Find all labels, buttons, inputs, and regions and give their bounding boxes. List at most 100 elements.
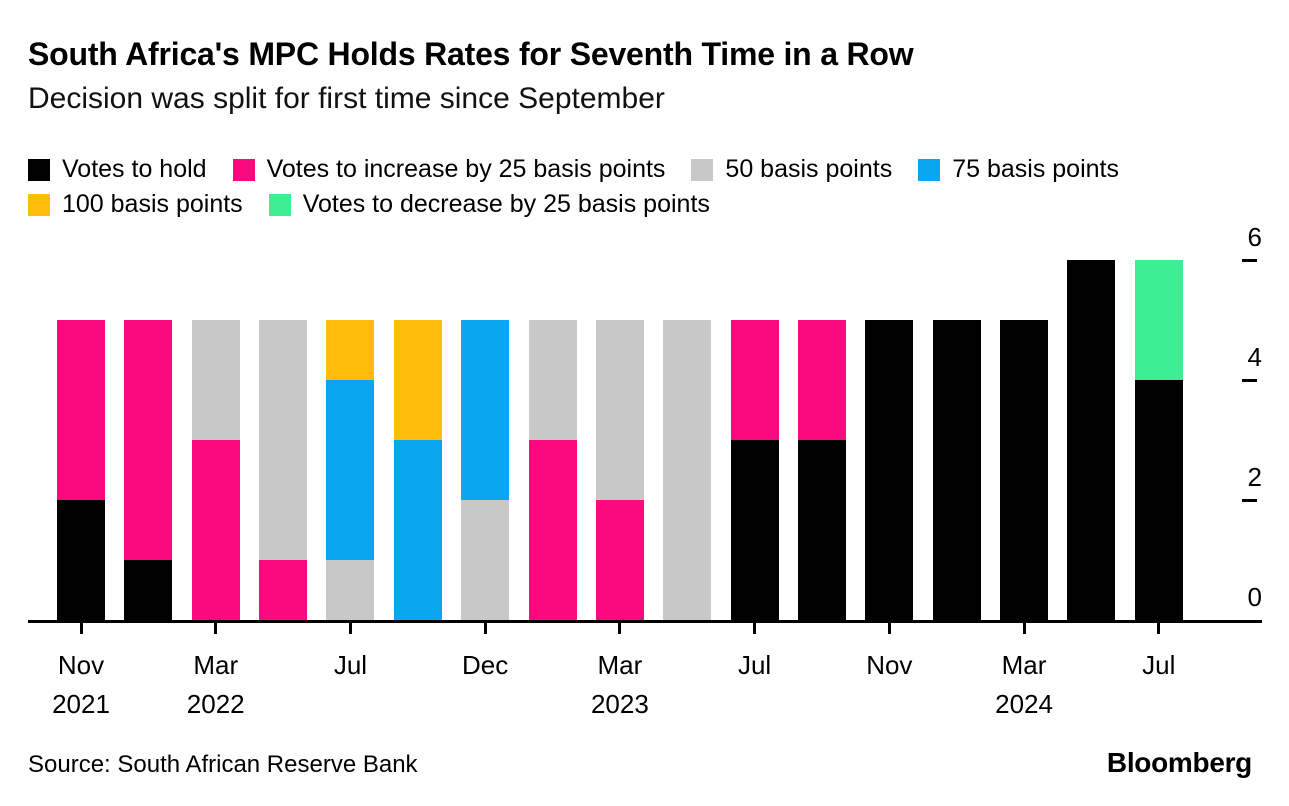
legend: Votes to hold Votes to increase by 25 bas…: [28, 155, 1268, 225]
y-axis-label: 0: [1247, 582, 1262, 612]
x-axis-label: 2022: [186, 689, 245, 719]
bar-12: [797, 320, 846, 620]
x-axis-label: Jul: [1142, 650, 1176, 680]
bar-segment-hold: [865, 320, 914, 620]
bar-segment-inc75: [393, 440, 442, 620]
bar-segment-hold: [1000, 320, 1049, 620]
x-axis-label: Mar: [597, 650, 643, 680]
bloomberg-logo: Bloomberg: [1106, 747, 1252, 778]
bar-segment-hold: [932, 320, 981, 620]
bar-segment-inc25: [124, 320, 173, 560]
bar-4: [259, 320, 308, 620]
bar-11: [730, 320, 779, 620]
legend-label: 75 basis points: [952, 155, 1119, 183]
x-axis-label: Jul: [737, 650, 772, 680]
bar-segment-inc25: [730, 320, 779, 440]
bar-15: [1000, 320, 1049, 620]
bar-16: [1067, 260, 1116, 620]
legend-item-inc50: 50 basis points: [691, 155, 892, 184]
legend-label: 100 basis points: [62, 190, 243, 218]
bar-segment-inc50: [461, 500, 510, 620]
source-note: Source: South African Reserve Bank: [28, 751, 418, 778]
chart-subtitle: Decision was split for first time since …: [28, 82, 665, 115]
bar-segment-inc50: [595, 320, 644, 500]
legend-item-dec25: Votes to decrease by 25 basis points: [268, 190, 710, 219]
bar-5: [326, 320, 375, 620]
legend-row: 100 basis points Votes to decrease by 25 …: [28, 190, 1268, 219]
bar-6: [393, 320, 442, 620]
legend-swatch-icon: [28, 193, 50, 216]
bar-8: [528, 320, 577, 620]
bar-segment-inc25: [191, 440, 240, 620]
x-axis-tick: [753, 621, 757, 634]
bar-segment-inc75: [461, 320, 510, 500]
legend-item-inc25: Votes to increase by 25 basis points: [232, 155, 665, 184]
bar-segment-dec25: [1134, 260, 1183, 380]
x-axis-label: Dec: [462, 650, 509, 680]
bar-segment-inc25: [797, 320, 846, 440]
bar-segment-inc75: [326, 380, 375, 560]
legend-swatch-icon: [268, 193, 291, 216]
legend-swatch-icon: [918, 158, 941, 181]
x-axis-label: Mar: [193, 650, 239, 680]
bar-segment-inc50: [326, 560, 375, 620]
y-axis-tick-dash: [1242, 499, 1257, 502]
bar-segment-inc100: [326, 320, 375, 380]
legend-item-inc75: 75 basis points: [918, 155, 1119, 184]
bar-10: [663, 320, 712, 620]
bar-segment-inc100: [393, 320, 442, 440]
bar-segment-hold: [124, 560, 173, 620]
legend-label: Votes to hold: [62, 155, 207, 183]
y-axis-tick-dash: [1242, 259, 1257, 262]
legend-swatch-icon: [28, 158, 50, 181]
y-axis-label: 6: [1247, 222, 1262, 252]
legend-row: Votes to hold Votes to increase by 25 bas…: [28, 155, 1268, 184]
bar-1: [57, 320, 105, 620]
legend-swatch-icon: [691, 158, 714, 181]
legend-label: 50 basis points: [725, 155, 893, 183]
bar-3: [191, 320, 240, 620]
bar-17: [1134, 260, 1183, 620]
bar-segment-hold: [1067, 260, 1116, 620]
bar-9: [595, 320, 644, 620]
x-axis-label: 2024: [995, 689, 1053, 719]
x-axis-tick: [79, 621, 83, 634]
x-axis-label: Nov: [866, 650, 913, 680]
bar-14: [932, 320, 981, 620]
bar-segment-hold: [1134, 380, 1183, 620]
x-axis-label: Jul: [333, 650, 368, 680]
bar-segment-inc50: [259, 320, 308, 560]
x-axis-line: [28, 620, 1262, 623]
bar-segment-hold: [730, 440, 779, 620]
x-axis-label: Nov: [57, 650, 105, 680]
bar-7: [461, 320, 510, 620]
y-axis-label: 2: [1247, 462, 1262, 492]
x-axis-tick: [348, 621, 352, 634]
y-axis-tick-dash: [1242, 379, 1257, 382]
x-axis-tick: [618, 621, 622, 634]
legend-swatch-icon: [232, 158, 255, 181]
x-axis-tick: [887, 621, 891, 634]
x-axis-tick: [1157, 621, 1161, 634]
x-axis-tick: [483, 621, 487, 634]
x-axis-tick: [1022, 621, 1026, 634]
bar-segment-inc50: [663, 320, 712, 620]
chart-title: South Africa's MPC Holds Rates for Seven…: [28, 36, 914, 72]
bar-segment-inc25: [528, 440, 577, 620]
bar-segment-inc50: [191, 320, 240, 440]
legend-item-inc100: 100 basis points: [28, 190, 243, 219]
bar-2: [124, 320, 173, 620]
legend-item-hold: Votes to hold: [28, 155, 207, 184]
x-axis-tick: [214, 621, 218, 634]
legend-label: Votes to decrease by 25 basis points: [302, 190, 710, 218]
bar-segment-inc25: [57, 320, 105, 500]
bar-segment-inc25: [259, 560, 308, 620]
x-axis-label: 2023: [590, 689, 649, 719]
bar-segment-inc25: [595, 500, 644, 620]
y-axis-label: 4: [1247, 342, 1262, 372]
x-axis-label: Mar: [1001, 650, 1047, 680]
bar-segment-inc50: [528, 320, 577, 440]
bar-segment-hold: [57, 500, 105, 620]
